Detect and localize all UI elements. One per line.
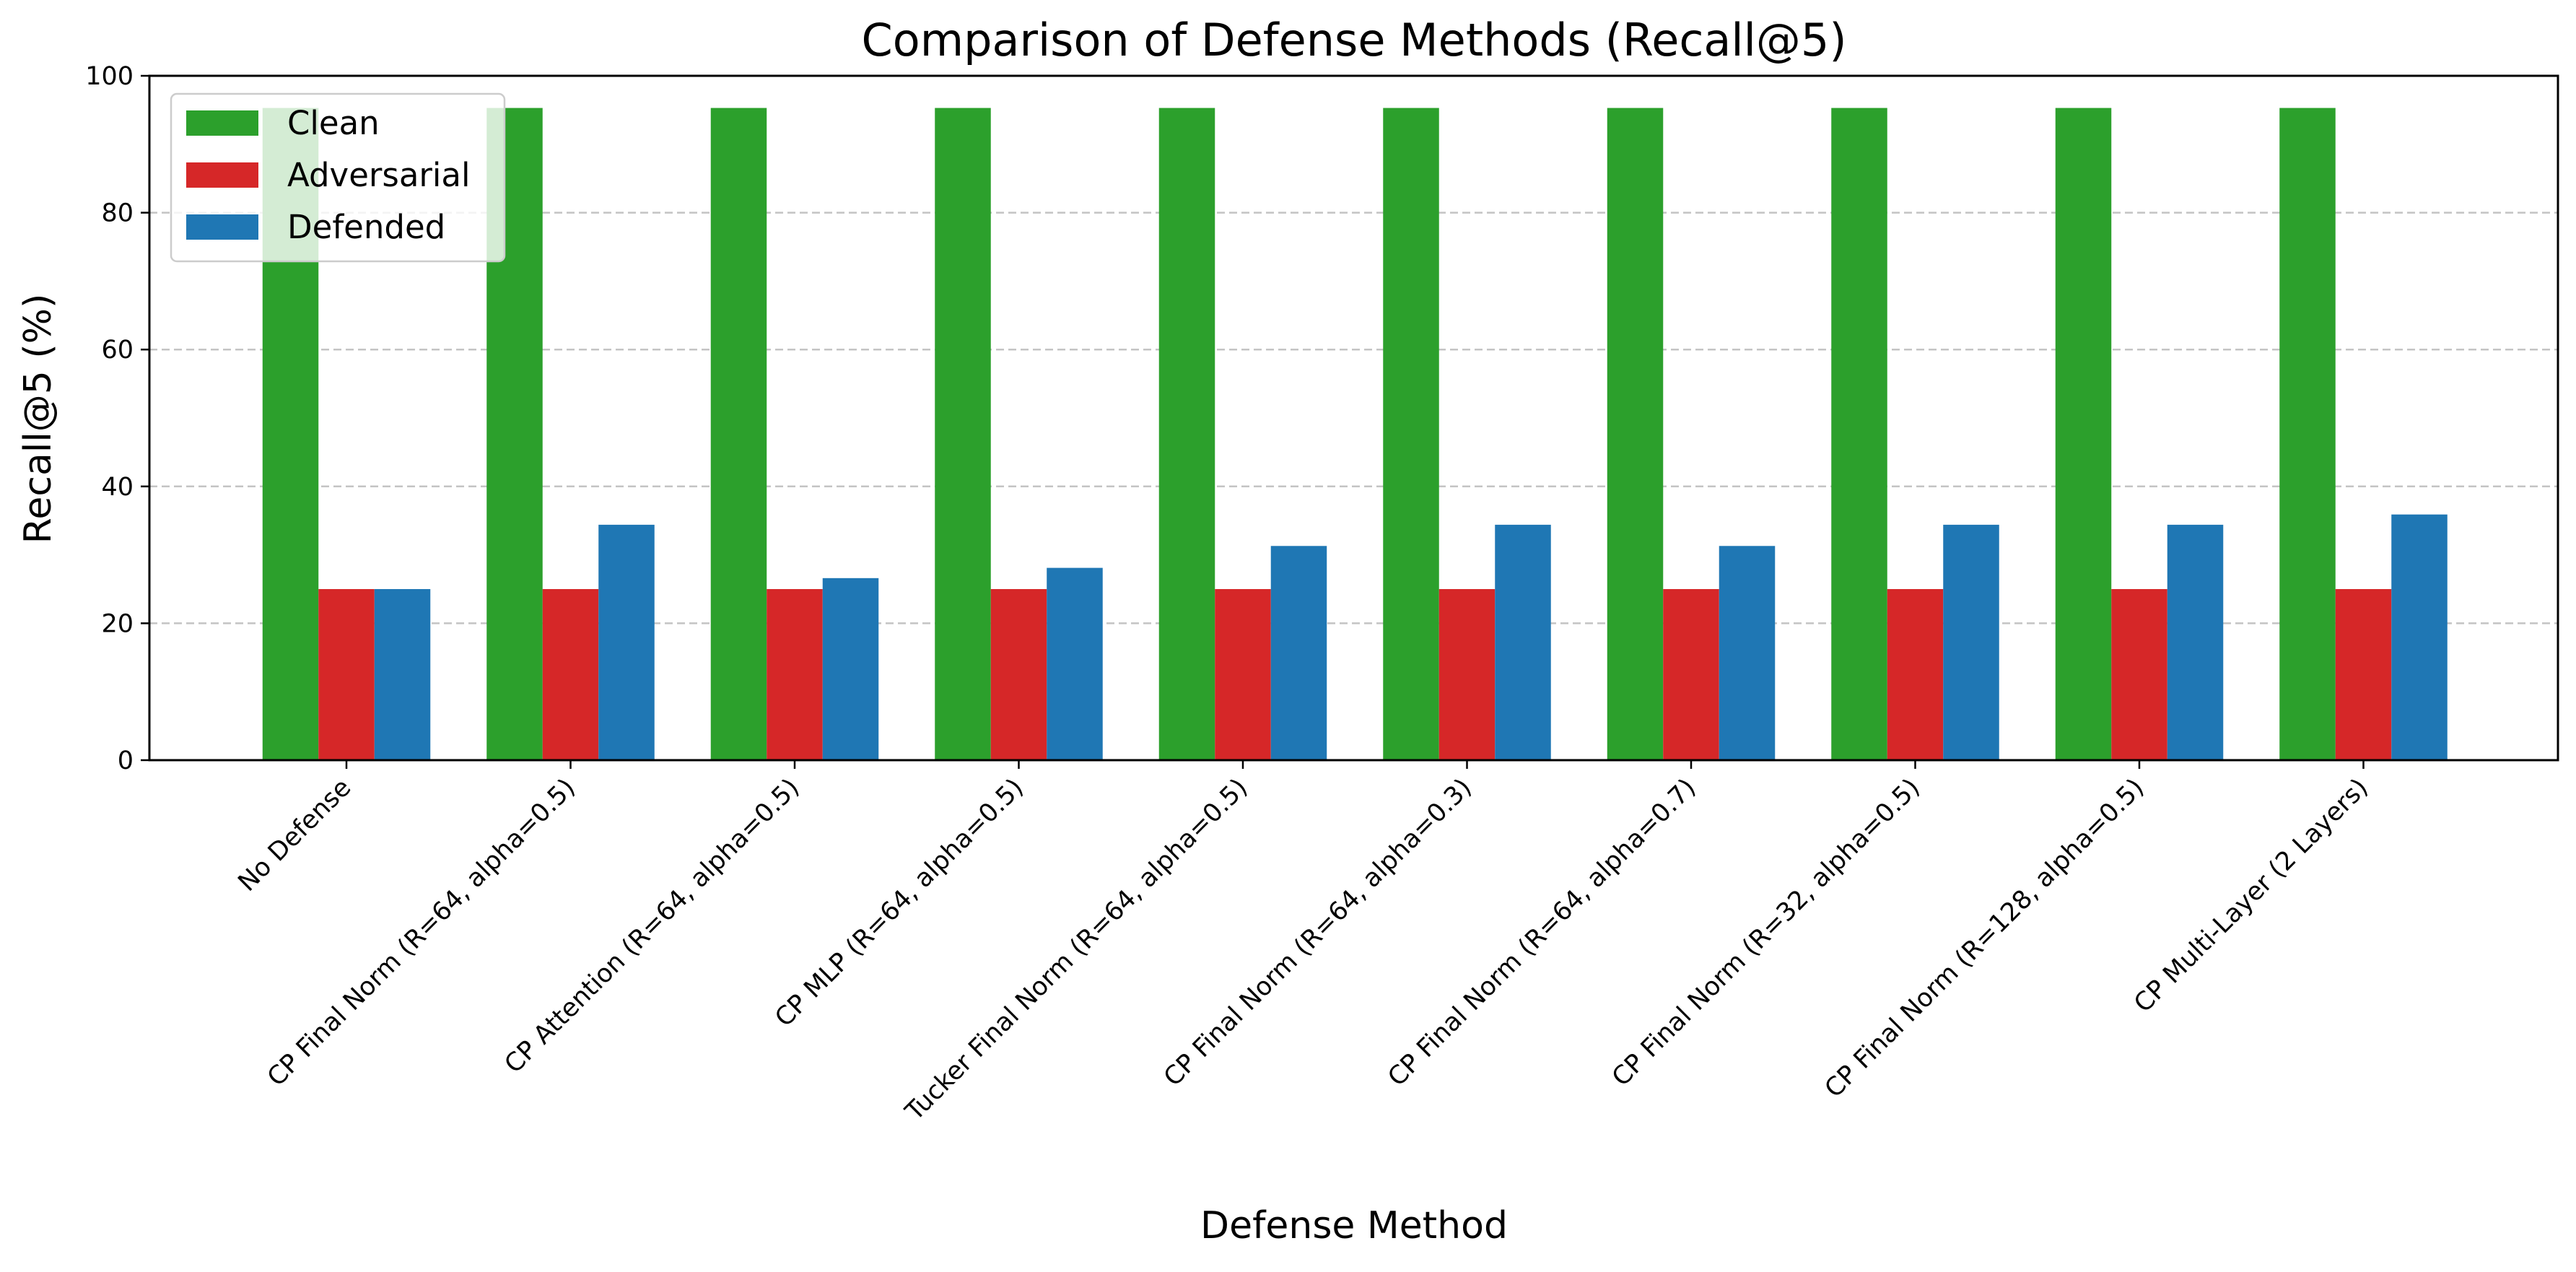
legend: Clean Adversarial Defended (170, 92, 506, 263)
bar-clean-6 (1383, 108, 1439, 760)
bar-adversarial-5 (1215, 589, 1271, 760)
bars (262, 108, 2448, 760)
bar-adversarial-7 (1663, 589, 1719, 760)
bar-clean-7 (1607, 108, 1664, 760)
bar-defended-8 (1943, 524, 1999, 760)
bar-defended-4 (1047, 567, 1103, 760)
y-tick-label: 100 (85, 62, 134, 91)
bar-adversarial-3 (767, 589, 823, 760)
y-tick-label: 40 (101, 473, 134, 502)
legend-label-defended: Defended (287, 208, 445, 246)
bar-defended-7 (1719, 546, 1776, 760)
plot-frame (148, 74, 2559, 762)
legend-label-adversarial: Adversarial (287, 156, 470, 194)
bar-adversarial-9 (2111, 589, 2167, 760)
bar-defended-10 (2391, 514, 2448, 760)
legend-swatch-clean (186, 110, 258, 136)
bar-adversarial-8 (1887, 589, 1944, 760)
bar-adversarial-1 (318, 589, 375, 760)
y-axis-ticks: 0 20 40 60 80 100 (85, 62, 149, 775)
bar-defended-5 (1270, 546, 1327, 760)
bar-defended-3 (822, 578, 879, 760)
y-axis-title: Recall@5 (%) (17, 294, 60, 544)
bar-clean-10 (2279, 108, 2336, 760)
bar-clean-3 (710, 108, 767, 760)
bar-defended-2 (598, 524, 655, 760)
x-axis-title: Defense Method (1200, 1204, 1508, 1247)
bar-adversarial-6 (1438, 589, 1496, 760)
y-tick-label: 0 (118, 746, 134, 775)
bar-adversarial-10 (2335, 589, 2392, 760)
bar-defended-1 (374, 589, 431, 760)
legend-swatch-defended (186, 214, 258, 240)
bar-defended-6 (1495, 524, 1551, 760)
y-tick-label: 60 (101, 336, 134, 365)
bar-adversarial-2 (542, 589, 599, 760)
bar-clean-4 (935, 108, 991, 760)
bar-defended-9 (2167, 524, 2224, 760)
legend-label-clean: Clean (287, 104, 380, 142)
y-tick-label: 20 (101, 609, 134, 638)
bar-adversarial-4 (990, 589, 1047, 760)
chart-title: Comparison of Defense Methods (Recall@5) (861, 14, 1846, 66)
bar-clean-5 (1158, 108, 1215, 760)
bar-clean-9 (2055, 108, 2112, 760)
bar-clean-8 (1831, 108, 1887, 760)
legend-swatch-adversarial (186, 162, 258, 188)
y-tick-label: 80 (101, 199, 134, 228)
